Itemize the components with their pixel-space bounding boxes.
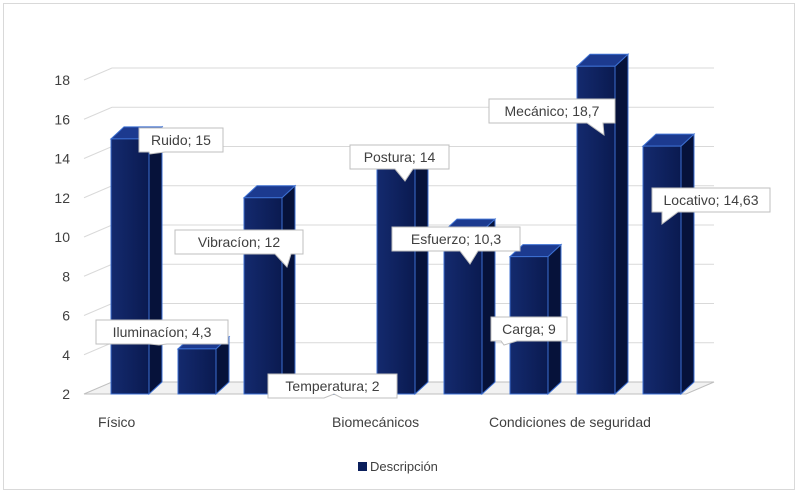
- y-tick-label: 2: [62, 386, 70, 402]
- data-label-callout: [95, 319, 229, 346]
- y-axis-ticks: 2 4 6 8 10 12 14 16 18: [54, 72, 70, 402]
- data-label-text: Locativo; 14,63: [664, 192, 759, 208]
- y-tick-label: 8: [62, 268, 70, 284]
- data-label-text: Vibracíon; 12: [198, 234, 280, 250]
- bar-side-face: [148, 125, 163, 396]
- bar: [375, 145, 430, 396]
- y-tick-label: 4: [62, 347, 70, 363]
- legend-label: Descripción: [370, 459, 438, 474]
- data-label-text: Carga; 9: [502, 321, 556, 337]
- legend-swatch: [358, 462, 367, 471]
- bar: [109, 125, 164, 396]
- data-label-callout: [349, 144, 450, 182]
- y-tick-label: 10: [54, 229, 70, 245]
- category-label: Condiciones de seguridad: [489, 414, 651, 430]
- data-label: Postura; 14: [349, 144, 450, 182]
- data-label-text: Temperatura; 2: [285, 378, 379, 394]
- category-label: Físico: [98, 414, 136, 430]
- gridline: [83, 67, 714, 81]
- data-label-callout: [490, 316, 568, 346]
- y-tick-label: 18: [54, 72, 70, 88]
- data-label-callout: [138, 127, 224, 155]
- data-label: Esfuerzo; 10,3: [391, 226, 521, 265]
- category-label: Biomecánicos: [332, 414, 419, 430]
- data-label-callout: [391, 226, 521, 265]
- data-label-text: Postura; 14: [364, 149, 436, 165]
- legend: Descripción: [358, 459, 438, 474]
- data-label-callout: [174, 229, 304, 268]
- data-label: Ruido; 15: [138, 127, 224, 155]
- data-label: Vibracíon; 12: [174, 229, 304, 268]
- data-label: Locativo; 14,63: [651, 187, 771, 225]
- data-label-text: Ruido; 15: [151, 132, 211, 148]
- data-label: Iluminacíon; 4,3: [95, 319, 229, 346]
- bar-side-face: [680, 132, 695, 396]
- bar-front-face: [177, 348, 217, 395]
- bar-side-face: [281, 184, 296, 396]
- bar-front-face: [243, 197, 283, 395]
- data-label-text: Mecánico; 18,7: [505, 103, 600, 119]
- y-tick-label: 12: [54, 190, 70, 206]
- data-label-text: Esfuerzo; 10,3: [411, 231, 501, 247]
- y-tick-label: 16: [54, 111, 70, 127]
- bar-front-face: [642, 145, 682, 395]
- y-tick-label: 14: [54, 151, 70, 167]
- data-label-callout: [488, 98, 616, 137]
- data-label: Mecánico; 18,7: [488, 98, 616, 137]
- bar: [242, 184, 297, 396]
- data-label: Temperatura; 2: [267, 373, 398, 399]
- bar: [442, 217, 497, 396]
- category-labels: Físico Biomecánicos Condiciones de segurid…: [98, 414, 651, 430]
- data-label-callout: [651, 187, 771, 225]
- data-label: Carga; 9: [490, 316, 568, 346]
- bar-front-face: [443, 230, 483, 395]
- y-tick-label: 6: [62, 308, 70, 324]
- bar-chart-3d: 2 4 6 8 10 12 14 16 18 Ruido; 15 Iluminacíon; 4,3…: [54, 53, 771, 474]
- data-label-text: Iluminacíon; 4,3: [113, 324, 212, 340]
- bar: [641, 132, 696, 396]
- bar-side-face: [414, 145, 429, 396]
- bar-side-face: [614, 53, 629, 396]
- bar-front-face: [110, 138, 150, 395]
- bar-front-face: [376, 158, 416, 395]
- data-labels: Ruido; 15 Iluminacíon; 4,3 Vibracíon; 12 Te…: [95, 98, 771, 399]
- chart-frame: 2 4 6 8 10 12 14 16 18 Ruido; 15 Iluminacíon; 4,3…: [3, 3, 795, 490]
- bar: [176, 335, 231, 396]
- data-label-callout: [267, 373, 398, 399]
